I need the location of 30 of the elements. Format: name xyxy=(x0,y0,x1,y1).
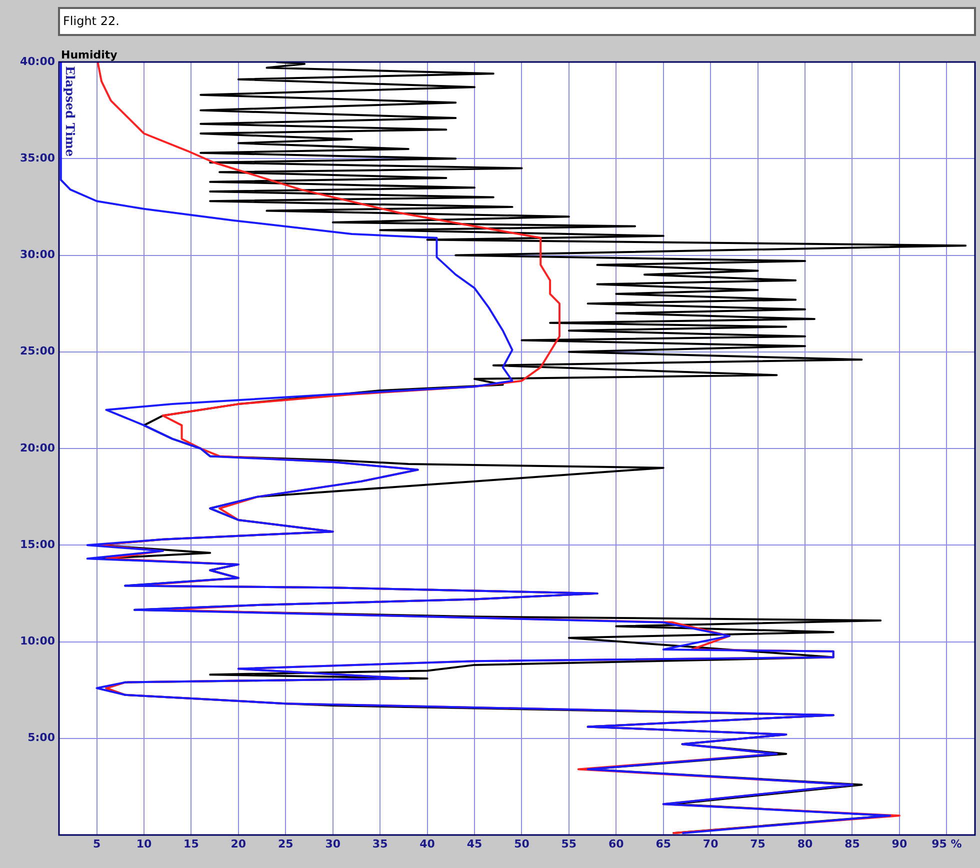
y-tick-label: 10:00 xyxy=(20,634,56,648)
x-tick-label: 60 xyxy=(608,837,624,850)
x-tick-label: 35 xyxy=(372,837,388,850)
x-tick-label: 5 xyxy=(92,837,101,850)
x-tick-label: 65 xyxy=(656,837,672,850)
x-tick-label: 55 xyxy=(561,837,577,850)
x-tick-label: 90 xyxy=(892,837,908,850)
y-tick-label: 20:00 xyxy=(20,441,56,454)
y-tick-label: 35:00 xyxy=(20,151,56,164)
x-tick-label: 20 xyxy=(230,837,246,850)
y-tick-label: 5:00 xyxy=(28,731,56,744)
x-tick-label: 10 xyxy=(136,837,152,850)
x-tick-label: 70 xyxy=(702,837,719,850)
x-tick-label: 45 xyxy=(466,837,482,850)
x-tick-label: 40 xyxy=(420,837,436,850)
y-tick-label: 30:00 xyxy=(20,248,56,262)
y-axis-title: Elapsed Time xyxy=(62,66,77,158)
x-tick-label: 30 xyxy=(325,837,341,850)
x-tick-label: 75 xyxy=(750,837,766,850)
y-tick-label: 15:00 xyxy=(20,538,56,551)
x-tick-label: 85 xyxy=(844,837,860,850)
y-tick-label: 25:00 xyxy=(20,344,56,358)
x-tick-label: 50 xyxy=(514,837,530,850)
x-tick-label: 15 xyxy=(184,837,199,850)
x-tick-label: 80 xyxy=(797,837,814,850)
chart-title: Flight 22. xyxy=(63,14,120,28)
y-tick-label: 40:00 xyxy=(20,54,56,68)
x-tick-label: 25 xyxy=(278,837,294,850)
x-axis-title: Humidity xyxy=(61,48,118,62)
x-tick-label: 95 % xyxy=(932,837,962,850)
